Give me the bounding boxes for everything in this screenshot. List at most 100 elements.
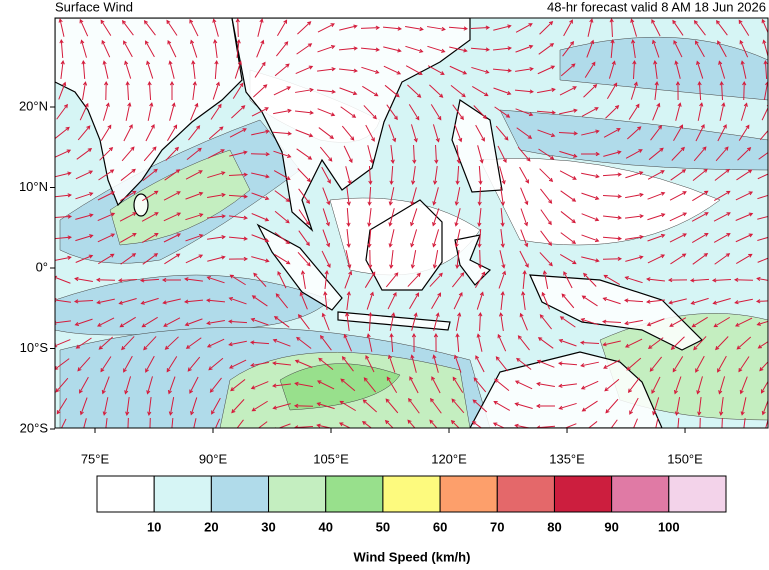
wind-arrow bbox=[124, 376, 132, 395]
wind-arrow bbox=[276, 41, 289, 57]
wind-arrow bbox=[449, 46, 468, 53]
wind-arrow bbox=[273, 108, 292, 115]
wind-arrow bbox=[386, 104, 398, 121]
wind-arrow bbox=[472, 399, 488, 413]
wind-arrow bbox=[388, 187, 395, 206]
wind-arrow bbox=[690, 297, 709, 305]
wind-arrow bbox=[207, 149, 225, 159]
wind-arrow bbox=[743, 418, 746, 428]
wind-arrow bbox=[455, 249, 460, 269]
wind-arrow bbox=[321, 312, 330, 331]
wind-arrow bbox=[185, 233, 204, 242]
wind-arrow bbox=[669, 317, 687, 327]
wind-arrow bbox=[75, 337, 92, 349]
wind-arrow bbox=[274, 63, 290, 77]
wind-arrow bbox=[581, 129, 600, 136]
wind-arrow bbox=[59, 38, 64, 59]
wind-arrow bbox=[167, 39, 177, 58]
colorbar-box bbox=[96, 475, 155, 513]
wind-arrow bbox=[275, 293, 289, 309]
wind-arrow bbox=[80, 39, 87, 58]
wind-arrow bbox=[430, 397, 442, 414]
wind-arrow bbox=[587, 421, 598, 428]
lon-tick-label: 120°E bbox=[431, 451, 467, 466]
wind-arrow bbox=[500, 291, 505, 311]
wind-arrow bbox=[250, 381, 269, 390]
wind-arrow bbox=[652, 102, 661, 121]
wind-arrow bbox=[432, 208, 440, 227]
wind-arrow bbox=[736, 336, 752, 350]
wind-arrow bbox=[367, 228, 372, 249]
wind-arrow bbox=[695, 124, 705, 142]
wind-arrow bbox=[79, 376, 89, 394]
wind-arrow bbox=[719, 397, 724, 416]
wind-arrow bbox=[624, 319, 643, 326]
wind-arrow bbox=[274, 190, 291, 202]
wind-arrow bbox=[232, 82, 244, 99]
wind-arrow bbox=[560, 211, 576, 224]
wind-arrow bbox=[339, 87, 358, 96]
wind-arrow bbox=[410, 187, 417, 206]
wind-arrow bbox=[427, 45, 446, 53]
wind-arrow bbox=[538, 43, 555, 55]
wind-arrow bbox=[455, 312, 462, 331]
wind-arrow bbox=[188, 125, 201, 141]
wind-arrow bbox=[625, 149, 643, 159]
wind-arrow bbox=[583, 84, 598, 98]
wind-arrow bbox=[602, 236, 623, 241]
wind-arrow bbox=[75, 213, 94, 220]
wind-arrow bbox=[118, 297, 137, 305]
wind-arrow bbox=[738, 356, 750, 373]
wind-arrow bbox=[407, 272, 421, 287]
wind-arrow bbox=[693, 336, 707, 351]
wind-arrow bbox=[365, 124, 375, 142]
wind-arrow bbox=[515, 66, 534, 72]
wind-arrow bbox=[477, 186, 482, 207]
wind-arrow bbox=[362, 399, 378, 413]
wind-arrow bbox=[540, 209, 552, 226]
wind-arrow bbox=[389, 332, 394, 353]
wind-arrow bbox=[299, 291, 308, 310]
wind-arrow bbox=[451, 398, 465, 414]
lat-tick-label: 10°N bbox=[19, 179, 48, 194]
wind-arrow bbox=[411, 332, 417, 353]
wind-arrow bbox=[742, 80, 747, 101]
wind-arrow bbox=[228, 340, 247, 347]
title: Surface Wind bbox=[55, 0, 133, 14]
wind-arrow bbox=[341, 125, 355, 141]
wind-arrow bbox=[388, 124, 397, 143]
wind-arrow bbox=[294, 359, 313, 368]
wind-arrow bbox=[632, 59, 637, 80]
wind-arrow bbox=[672, 356, 684, 373]
wind-arrow bbox=[366, 291, 374, 310]
wind-arrow bbox=[736, 253, 753, 265]
wind-arrow bbox=[492, 68, 513, 73]
wind-arrow bbox=[186, 147, 202, 160]
wind-arrow bbox=[385, 398, 399, 414]
wind-arrow bbox=[559, 254, 577, 265]
wind-arrow bbox=[433, 332, 439, 353]
wind-arrow bbox=[228, 236, 248, 241]
wind-arrow bbox=[541, 291, 551, 310]
wind-arrow bbox=[317, 89, 336, 94]
wind-arrow bbox=[454, 187, 461, 206]
wind-arrows bbox=[55, 18, 768, 428]
wind-arrow bbox=[581, 172, 600, 179]
wind-arrow bbox=[674, 60, 681, 79]
wind-arrow bbox=[79, 102, 89, 121]
wind-arrow bbox=[296, 336, 312, 349]
wind-arrow bbox=[184, 277, 203, 282]
colorbar-level: 50 bbox=[376, 519, 390, 534]
wind-arrow bbox=[647, 337, 664, 349]
wind-arrow bbox=[101, 376, 110, 395]
wind-arrow bbox=[145, 355, 155, 373]
wind-arrow bbox=[319, 334, 332, 351]
wind-arrow bbox=[557, 361, 578, 366]
wind-arrow bbox=[316, 423, 334, 428]
wind-arrow bbox=[58, 18, 65, 37]
wind-arrow bbox=[540, 188, 553, 204]
map bbox=[55, 18, 768, 428]
wind-arrow bbox=[321, 166, 331, 184]
wind-arrow bbox=[733, 277, 754, 282]
wind-arrow bbox=[478, 311, 483, 332]
